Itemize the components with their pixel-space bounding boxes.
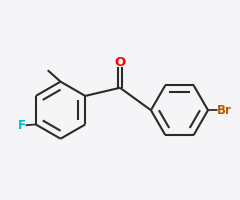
Text: O: O xyxy=(114,56,126,69)
Text: Br: Br xyxy=(216,104,231,117)
Text: F: F xyxy=(18,119,25,132)
